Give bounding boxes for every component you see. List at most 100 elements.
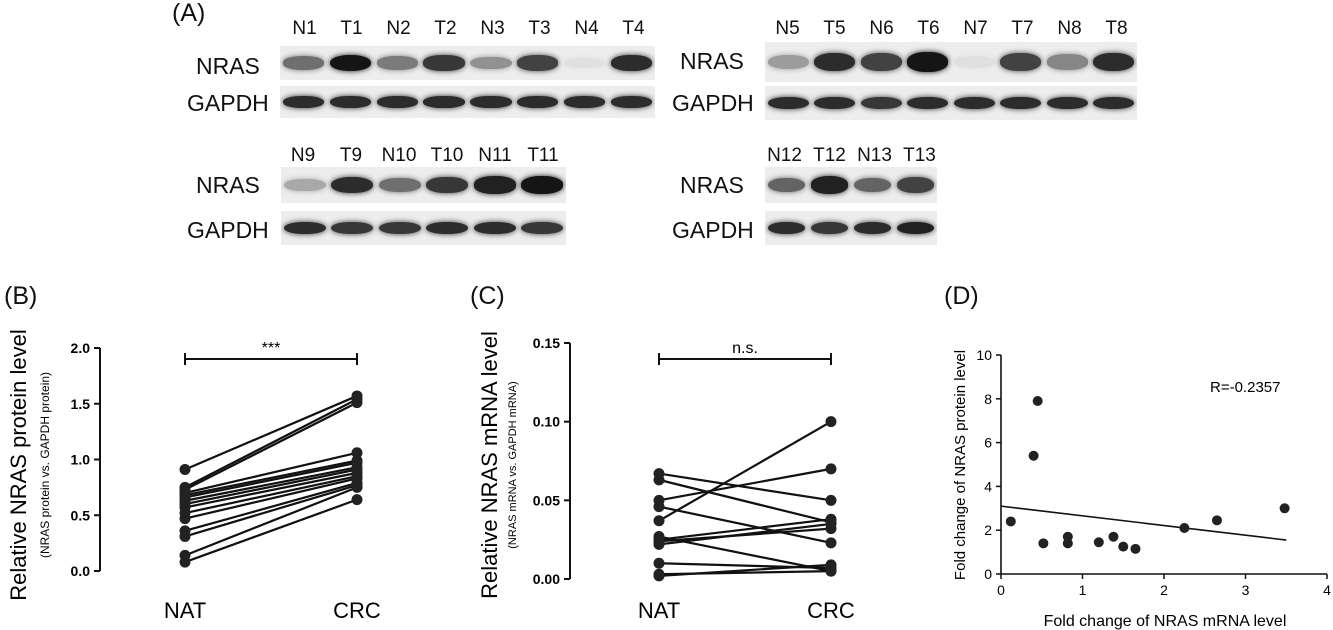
blot-band [767,221,806,235]
lane-label: T13 [903,145,936,166]
lane-label: T9 [339,145,363,166]
paired-line [184,398,358,489]
blot-band [473,221,516,235]
y-tick-label: 0.00 [533,571,560,587]
paired-line [184,468,358,506]
data-point-crc [351,397,363,409]
y-tick-label: 6 [984,435,992,451]
x-category-label: NAT [164,598,206,623]
scatter-point [1118,541,1129,552]
blot-band [426,221,469,235]
gapdh-blot-strip [280,86,655,118]
data-point-crc [825,559,837,571]
panel-label-d: (D) [944,282,979,310]
nras-row-label: NRAS [680,48,744,74]
blot-band [331,176,374,194]
paired-line [184,394,358,471]
lane-labels: N1 T1 N2 T2 N3 T3 N4 T4 [281,18,659,40]
paired-line [184,498,358,564]
blot-band [423,95,465,109]
x-category-label: NAT [638,598,680,623]
nras-blot-strip [281,167,566,203]
scatter-point [1028,450,1039,461]
y-tick-label: 8 [984,391,992,407]
data-point-crc [825,518,837,530]
lane-label: N4 [574,18,599,39]
blot-band [953,96,995,110]
paired-line [658,563,832,577]
blot-band [1000,53,1042,71]
lane-label: T12 [813,145,846,166]
y-tick-label: 1.0 [71,452,91,468]
blot-band [1093,52,1135,72]
lane-label: N1 [292,18,317,39]
nras-row-label: NRAS [680,172,744,198]
paired-line [658,535,832,573]
lane-label: N8 [1057,18,1082,39]
paired-line [184,466,358,502]
gapdh-row-label: GAPDH [187,217,269,243]
y-axis-label: Fold change of NRAS protein level [952,350,969,580]
lane-label: T4 [622,18,645,39]
scatter-point [1179,523,1190,534]
blot-band [378,221,421,235]
correlation-annotation: R=-0.2357 [1210,379,1280,396]
lane-label: T3 [528,18,551,39]
lane-labels: N12 T12 N13 T13 [762,145,942,167]
lane-label: N5 [775,18,800,39]
blot-band [860,96,902,110]
blot-band [331,221,374,235]
blot-band [610,95,653,109]
paired-line [184,471,358,509]
data-point-crc [351,494,363,506]
blot-band [896,176,935,193]
blot-band [896,221,935,235]
gapdh-blot-strip [765,86,1137,120]
gapdh-blot-strip [281,211,566,245]
y-tick-label: 0.10 [533,414,560,430]
y-tick-label: 0.5 [71,507,91,523]
chart-b-protein-level: Relative NRAS protein level (NRAS protei… [6,329,381,623]
gapdh-row-label: GAPDH [672,90,754,116]
paired-line [184,451,358,495]
paired-line [658,472,832,502]
blot-band [282,56,325,70]
x-tick-label: 2 [1160,582,1168,598]
regression-line [1000,505,1287,541]
data-point-crc [351,481,363,493]
lane-label: N2 [386,18,411,39]
data-point-nat [653,515,665,527]
data-point-nat [179,464,191,476]
paired-line [184,477,358,520]
y-tick-label: 10 [976,347,992,363]
x-axis-label: Fold change of NRAS mRNA level [1044,613,1287,630]
blot-band [378,177,421,193]
x-category-label: CRC [333,598,381,623]
data-point-crc [825,463,837,475]
y-tick-label: 4 [984,478,992,494]
significance-label: n.s. [732,340,758,357]
blot-band [814,96,856,110]
y-axis-label: Relative NRAS mRNA level [477,331,502,599]
lane-label: T2 [434,18,457,39]
blot-band [907,52,949,72]
lane-label: T8 [1105,18,1128,39]
scatter-point [1130,543,1141,554]
blot-band [767,54,809,70]
paired-line [658,522,832,546]
y-tick-label: 2.0 [71,340,91,356]
nras-blot-strip [765,167,937,203]
blot-band [329,95,371,109]
lane-label: N9 [290,145,316,166]
lane-label: N10 [381,145,417,166]
data-point-nat [179,556,191,568]
nras-blot-strip [765,42,1137,82]
nras-blot-strip [280,46,655,80]
data-point-nat [653,538,665,550]
blot-band [953,56,995,68]
y-tick-label: 0.0 [71,563,91,579]
blot-band [423,55,465,71]
blot-band [853,177,892,193]
blot-band [610,55,653,71]
scatter-point [1032,395,1043,406]
